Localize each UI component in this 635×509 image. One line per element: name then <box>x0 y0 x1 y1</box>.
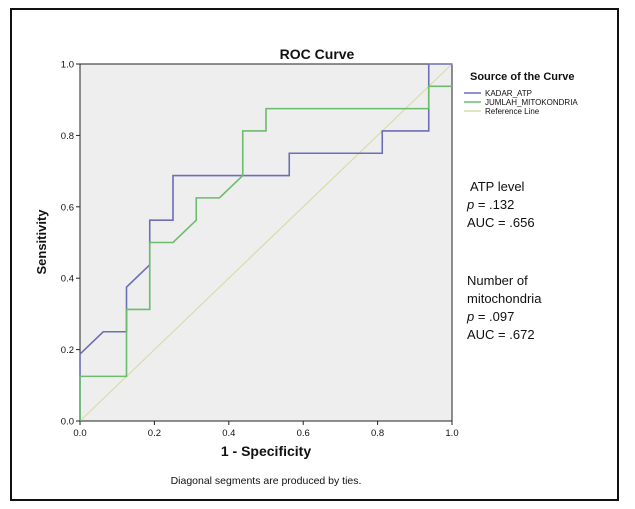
mito-p-symbol: p <box>467 309 475 324</box>
y-tick-label: 0.2 <box>61 345 74 356</box>
y-tick-label: 0.8 <box>61 131 74 142</box>
x-tick-label: 0.8 <box>371 428 384 439</box>
atp-p-value: = .132 <box>474 197 515 212</box>
legend-label-reference-line: Reference Line <box>485 107 540 116</box>
mito-p-value: = .097 <box>474 309 515 324</box>
figure-frame: 0.0 0.2 0.4 0.6 0.8 1.0 0.0 0.2 0.4 0.6 0.8 1.0 RO… <box>10 8 619 501</box>
legend-title: Source of the Curve <box>470 71 575 83</box>
atp-p-symbol: p <box>467 197 475 212</box>
atp-annotation: ATP level p = .132 AUC = .656 <box>467 178 535 232</box>
legend-label-jumlah-mitokondria: JUMLAH_MITOKONDRIA <box>485 98 578 107</box>
series-line-jumlah-mitokondria <box>79 85 452 421</box>
footnote: Diagonal segments are produced by ties. <box>171 475 362 487</box>
x-axis-label: 1 - Specificity <box>221 443 311 459</box>
y-axis-label: Sensitivity <box>34 209 49 275</box>
x-tick-label: 0.4 <box>222 428 235 439</box>
x-tick-label: 0.2 <box>148 428 161 439</box>
mito-p-line: p = .097 <box>467 308 541 326</box>
legend-label-kadar-atp: KADAR_ATP <box>485 89 532 98</box>
atp-auc: AUC = .656 <box>467 215 535 230</box>
y-tick-label: 1.0 <box>61 60 74 71</box>
atp-p-line: p = .132 <box>467 196 535 214</box>
chart-title: ROC Curve <box>280 46 355 62</box>
y-tick-label: 0.0 <box>61 417 74 428</box>
mito-annotation: Number of mitochondria p = .097 AUC = .6… <box>467 272 541 344</box>
y-tick-label: 0.6 <box>61 202 74 213</box>
mito-auc: AUC = .672 <box>467 327 535 342</box>
series-line-kadar-atp <box>79 63 452 421</box>
atp-title: ATP level <box>470 179 525 194</box>
series-line-reference-line <box>79 63 453 422</box>
x-tick-label: 0.0 <box>73 428 86 439</box>
x-tick-label: 1.0 <box>445 428 458 439</box>
y-tick-label: 0.4 <box>61 274 74 285</box>
roc-chart: 0.0 0.2 0.4 0.6 0.8 1.0 0.0 0.2 0.4 0.6 0.8 1.0 RO… <box>34 46 578 487</box>
mito-title-2: mitochondria <box>467 291 542 306</box>
mito-title-1: Number of <box>467 273 528 288</box>
x-tick-label: 0.6 <box>297 428 310 439</box>
